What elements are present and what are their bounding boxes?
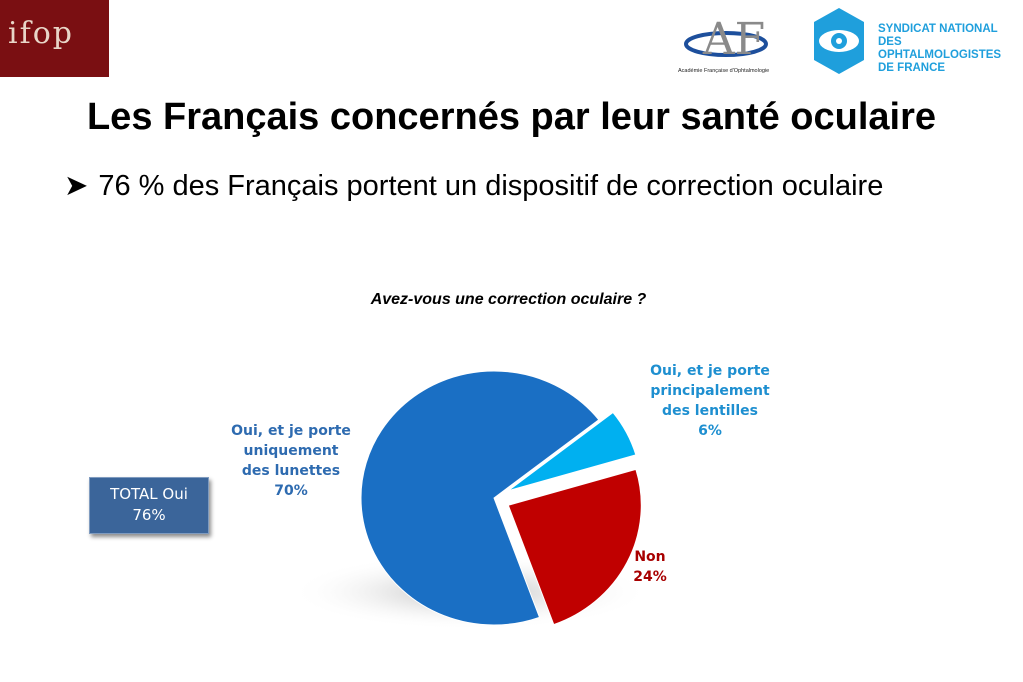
slice-value-label: 70% xyxy=(274,483,308,499)
af-logo: AF xyxy=(684,14,768,65)
chart-title: Avez-vous une correction oculaire ? xyxy=(370,291,647,308)
slice-value-label: 24% xyxy=(633,569,667,585)
slice-label-lunettes: Oui, et je porte uniquement des lunettes… xyxy=(216,421,366,501)
pie-slice-non xyxy=(507,468,642,626)
slice-label-line: uniquement xyxy=(243,443,339,459)
snof-eye-logo xyxy=(814,8,864,74)
slice-label-line: des lunettes xyxy=(241,463,341,479)
af-logo-letters: AF xyxy=(702,14,765,65)
snof-logo-text: SYNDICAT NATIONAL DES OPHTALMOLOGISTES D… xyxy=(878,23,1023,75)
slice-label-line: Oui, et je porte xyxy=(650,363,770,379)
ifop-logo: ifop xyxy=(0,0,109,77)
arrow-bullet-icon: ➤ xyxy=(64,170,89,202)
snof-line-1: SYNDICAT NATIONAL xyxy=(878,23,998,35)
slice-value-label: 6% xyxy=(698,423,722,439)
slice-label-line: des lentilles xyxy=(662,403,758,419)
subtitle: ➤ 76 % des Français portent un dispositif… xyxy=(64,168,883,203)
pie-slice-lunettes xyxy=(360,370,600,626)
snof-line-3: DE FRANCE xyxy=(878,62,946,74)
page-title: Les Français concernés par leur santé oc… xyxy=(86,96,937,138)
ifop-logo-text: ifop xyxy=(8,16,74,51)
slice-label-line: Oui, et je porte xyxy=(231,423,351,439)
total-oui-value: 76% xyxy=(132,506,166,524)
pie-slice-lentilles xyxy=(507,411,637,492)
slice-label-lentilles: Oui, et je porte principalement des lent… xyxy=(634,361,786,441)
total-oui-box: TOTAL Oui 76% xyxy=(89,477,209,534)
slice-label-line: Non xyxy=(634,549,666,565)
snof-line-2: DES OPHTALMOLOGISTES xyxy=(878,36,1002,61)
subtitle-text: 76 % des Français portent un dispositif … xyxy=(98,170,884,202)
af-logo-ring xyxy=(684,31,768,57)
af-logo-caption: Académie Française d'Ophtalmologie xyxy=(678,68,770,74)
slice-label-non: Non 24% xyxy=(622,547,678,587)
slice-label-line: principalement xyxy=(650,383,770,399)
total-oui-label: TOTAL Oui xyxy=(110,485,188,503)
